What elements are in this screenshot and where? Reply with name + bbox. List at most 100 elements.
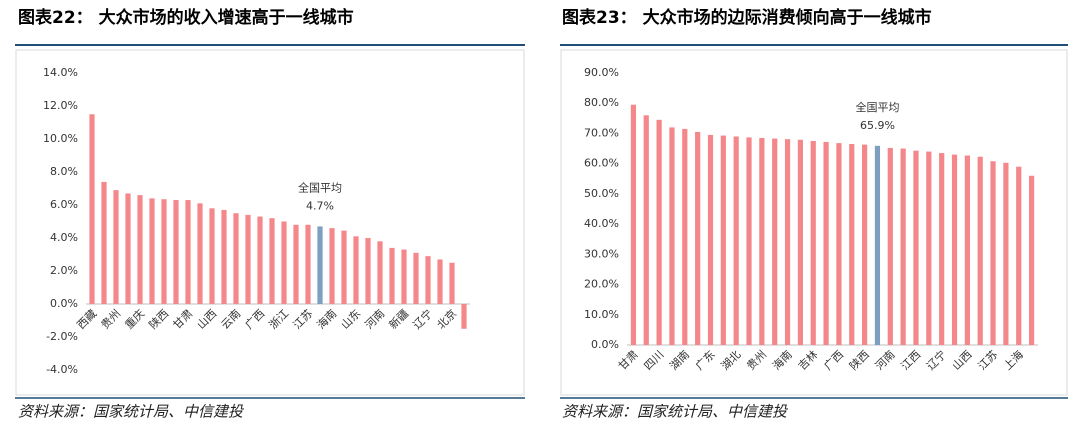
bar bbox=[425, 256, 431, 304]
x-tick-label: 陕西 bbox=[146, 306, 171, 331]
x-tick-label: 辽宁 bbox=[923, 347, 948, 372]
bar bbox=[1016, 166, 1022, 345]
bar bbox=[656, 119, 662, 345]
x-tick-label: 云南 bbox=[218, 307, 243, 332]
value-label: 65.9% bbox=[860, 119, 895, 132]
y-tick-label: 8.0% bbox=[50, 165, 78, 178]
chart-frame bbox=[15, 49, 525, 396]
bar bbox=[137, 195, 143, 304]
bar bbox=[365, 238, 371, 304]
bar bbox=[990, 161, 996, 345]
y-tick-label: -2.0% bbox=[46, 330, 78, 343]
x-tick-label: 海南 bbox=[314, 306, 339, 331]
x-tick-label: 甘肃 bbox=[616, 348, 641, 373]
annotation: 全国平均 bbox=[855, 100, 899, 114]
bar bbox=[746, 137, 752, 345]
bar bbox=[125, 193, 131, 304]
y-tick-label: 40.0% bbox=[584, 217, 619, 230]
x-tick-label: 贵州 bbox=[98, 307, 123, 332]
x-tick-label: 海南 bbox=[769, 347, 794, 372]
bar bbox=[221, 209, 227, 304]
bar bbox=[257, 216, 263, 304]
y-tick-label: -4.0% bbox=[46, 363, 78, 376]
source: 资料来源：国家统计局、中信建投 bbox=[18, 403, 245, 421]
value-label: 4.7% bbox=[306, 199, 334, 212]
bar bbox=[269, 218, 275, 304]
bar bbox=[669, 127, 675, 346]
bar bbox=[209, 208, 215, 304]
y-tick-label: 10.0% bbox=[43, 132, 78, 145]
y-tick-label: 10.0% bbox=[584, 308, 619, 321]
bar bbox=[389, 247, 395, 304]
x-tick-label: 湖南 bbox=[667, 348, 692, 373]
bar bbox=[401, 249, 407, 304]
bar bbox=[887, 147, 893, 345]
bar bbox=[185, 200, 191, 304]
x-tick-label: 山东 bbox=[338, 307, 363, 332]
x-tick-label: 江苏 bbox=[290, 307, 315, 332]
y-tick-label: 30.0% bbox=[584, 247, 619, 260]
bar bbox=[926, 151, 932, 345]
bar bbox=[682, 128, 688, 345]
y-tick-label: 50.0% bbox=[584, 187, 619, 200]
y-tick-label: 70.0% bbox=[584, 126, 619, 139]
x-tick-label: 甘肃 bbox=[170, 307, 195, 332]
bar bbox=[900, 148, 906, 345]
y-tick-label: 6.0% bbox=[50, 198, 78, 211]
y-tick-label: 60.0% bbox=[584, 157, 619, 170]
bar bbox=[233, 213, 239, 304]
bar bbox=[784, 139, 791, 345]
bar bbox=[149, 198, 155, 304]
annotation: 全国平均 bbox=[298, 180, 342, 194]
bar bbox=[173, 200, 179, 304]
bar bbox=[245, 214, 251, 304]
x-tick-label: 广西 bbox=[242, 307, 267, 332]
bar bbox=[341, 230, 347, 304]
x-tick-label: 湖北 bbox=[719, 348, 744, 373]
y-tick-label: 20.0% bbox=[584, 278, 619, 291]
bar bbox=[317, 226, 323, 304]
bar bbox=[437, 259, 443, 304]
bar bbox=[305, 224, 311, 304]
bar bbox=[913, 150, 919, 345]
bar bbox=[849, 144, 855, 345]
bar bbox=[1028, 175, 1035, 345]
bar bbox=[759, 137, 765, 345]
y-tick-label: 2.0% bbox=[50, 264, 78, 277]
x-tick-label: 江西 bbox=[898, 348, 923, 373]
bar bbox=[449, 262, 455, 304]
bar bbox=[353, 236, 359, 304]
y-tick-label: 14.0% bbox=[43, 66, 78, 79]
x-tick-label: 山西 bbox=[194, 307, 219, 332]
x-tick-label: 陕西 bbox=[846, 347, 871, 372]
y-tick-label: 4.0% bbox=[50, 231, 78, 244]
bar bbox=[197, 203, 203, 304]
x-tick-label: 北京 bbox=[434, 306, 459, 331]
x-tick-label: 山西 bbox=[950, 348, 975, 373]
x-tick-label: 辽宁 bbox=[410, 306, 435, 331]
bar bbox=[977, 156, 983, 345]
chart-frame bbox=[560, 49, 1068, 396]
chart-title: 图表23： 大众市场的边际消费倾向高于一线城市 bbox=[562, 7, 932, 28]
bar bbox=[113, 190, 119, 304]
bar bbox=[1003, 162, 1009, 345]
x-tick-label: 上海 bbox=[1001, 347, 1026, 372]
chart-title: 图表22： 大众市场的收入增速高于一线城市 bbox=[18, 7, 354, 28]
bar bbox=[707, 134, 714, 345]
x-tick-label: 江苏 bbox=[976, 348, 1001, 373]
bar bbox=[939, 153, 945, 345]
x-tick-label: 四川 bbox=[642, 348, 667, 373]
bar bbox=[720, 135, 726, 345]
bar bbox=[964, 155, 970, 345]
bar bbox=[329, 228, 335, 304]
bar bbox=[951, 154, 958, 345]
x-tick-label: 浙江 bbox=[266, 307, 291, 332]
bar bbox=[413, 252, 419, 304]
source: 资料来源：国家统计局、中信建投 bbox=[562, 403, 789, 421]
bar bbox=[733, 136, 739, 345]
x-tick-label: 新疆 bbox=[386, 306, 411, 331]
bar bbox=[772, 138, 778, 345]
x-tick-label: 贵州 bbox=[744, 348, 769, 373]
y-tick-label: 0.0% bbox=[591, 338, 619, 351]
